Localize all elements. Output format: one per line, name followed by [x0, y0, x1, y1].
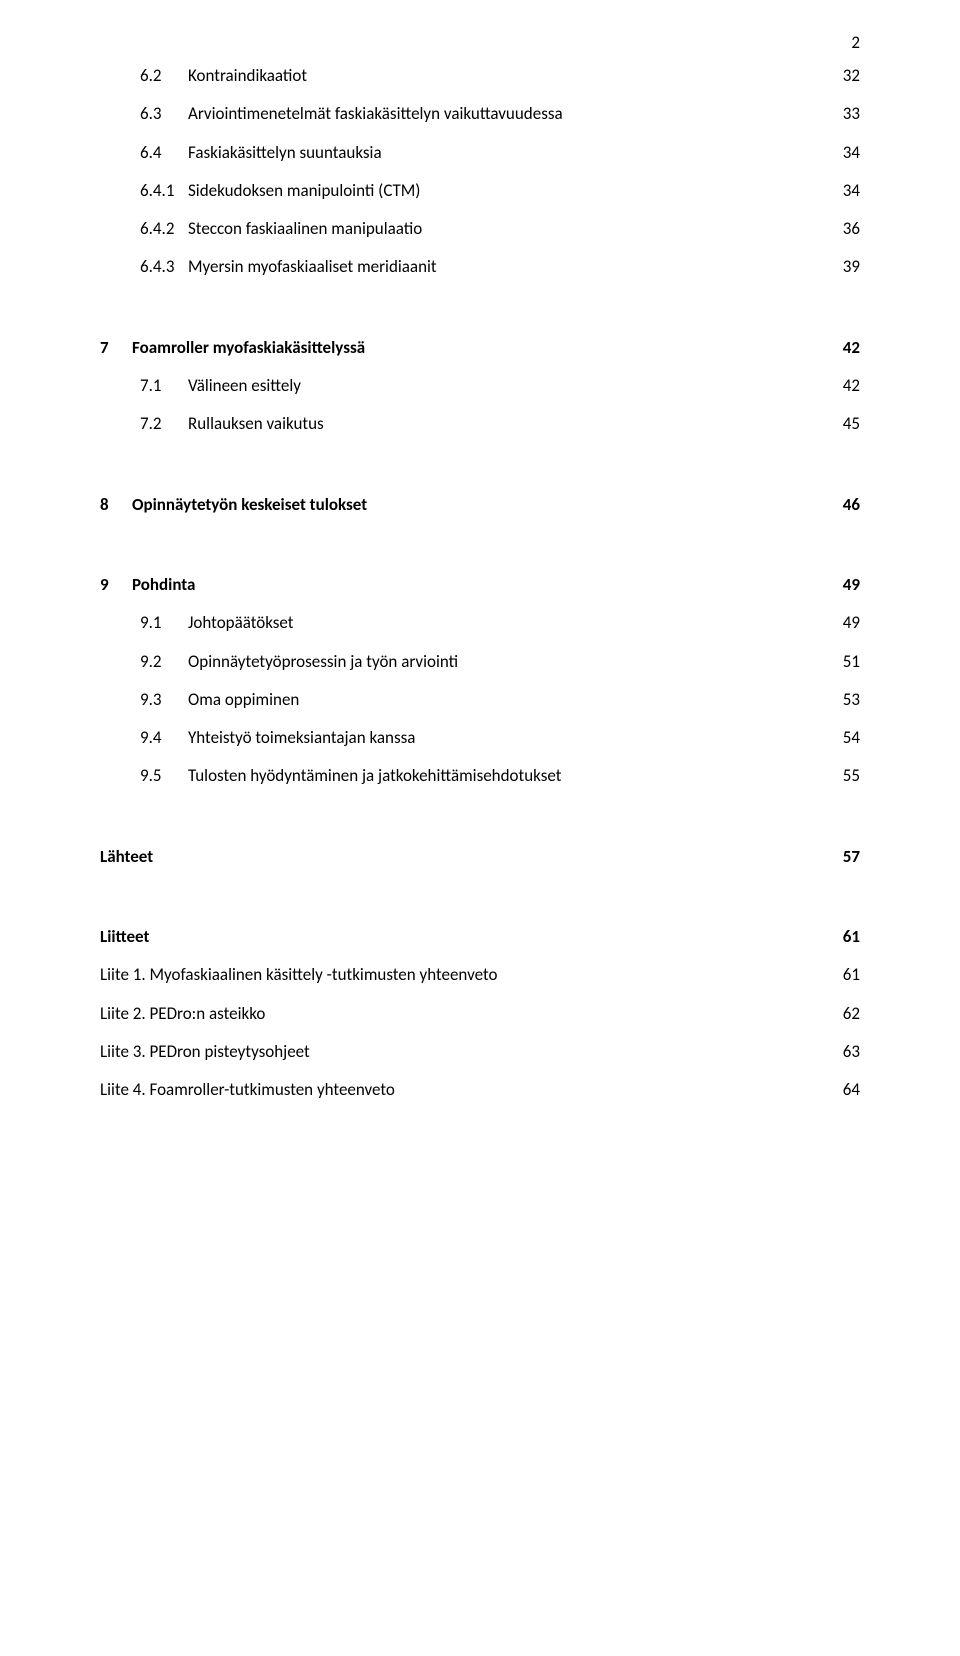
toc-entry-title: Foamroller myofaskiakäsittelyssä — [132, 332, 365, 364]
toc-entry-page: 33 — [843, 98, 860, 130]
toc-entry-page: 34 — [843, 137, 860, 169]
toc-entry-title: Liite 2. PEDro:n asteikko — [100, 998, 265, 1030]
toc-entry-title: Lähteet — [100, 841, 153, 873]
toc-entry-number: 6.4.1 — [140, 175, 188, 207]
toc-entry-title: Steccon faskiaalinen manipulaatio — [188, 213, 422, 245]
toc-entry-title: Välineen esittely — [188, 370, 301, 402]
toc-entry-page: 63 — [843, 1036, 860, 1068]
toc-entry-page: 51 — [843, 646, 860, 678]
page-number: 2 — [851, 32, 860, 53]
toc-entry-title: Myersin myofaskiaaliset meridiaanit — [188, 251, 437, 283]
toc-entry: 7.1Välineen esittely 42 — [100, 370, 860, 402]
toc-entry-number: 6.4.3 — [140, 251, 188, 283]
toc-entry-page: 39 — [843, 251, 860, 283]
toc-entry-title: Liitteet — [100, 921, 149, 953]
toc-entry-page: 61 — [843, 921, 860, 953]
toc-entry-page: 42 — [843, 370, 860, 402]
toc-entry-page: 32 — [843, 60, 860, 92]
toc-entry: 9.2Opinnäytetyöprosessin ja työn arvioin… — [100, 646, 860, 678]
toc-entry-number: 6.3 — [140, 98, 188, 130]
toc-entry-title: Yhteistyö toimeksiantajan kanssa — [188, 722, 415, 754]
toc-entry-page: 64 — [843, 1074, 860, 1106]
toc-entry: 9.3Oma oppiminen 53 — [100, 684, 860, 716]
toc-entry-number: 9.5 — [140, 760, 188, 792]
toc-entry-title: Liite 3. PEDron pisteytysohjeet — [100, 1036, 310, 1068]
document-page: 2 6.2Kontraindikaatiot 32 6.3Arviointimene… — [0, 0, 960, 1656]
toc-entry: Lähteet 57 — [100, 841, 860, 873]
toc-entry-title: Johtopäätökset — [188, 607, 294, 639]
toc-entry-title: Pohdinta — [132, 569, 195, 601]
toc-entry-title: Faskiakäsittelyn suuntauksia — [188, 137, 382, 169]
toc-entry-title: Oma oppiminen — [188, 684, 299, 716]
toc-entry: 6.3Arviointimenetelmät faskiakäsittelyn … — [100, 98, 860, 130]
toc-entry-title: Sidekudoksen manipulointi (CTM) — [188, 175, 420, 207]
toc-entry-page: 54 — [843, 722, 860, 754]
toc-entry-number: 6.2 — [140, 60, 188, 92]
toc-entry: Liite 1. Myofaskiaalinen käsittely -tutk… — [100, 959, 860, 991]
toc-entry-number: 9.1 — [140, 607, 188, 639]
toc-entry-page: 57 — [843, 841, 860, 873]
toc-entry-number: 9.2 — [140, 646, 188, 678]
toc-entry-page: 55 — [843, 760, 860, 792]
toc-entry: 7.2Rullauksen vaikutus 45 — [100, 408, 860, 440]
toc-entry-number: 9.3 — [140, 684, 188, 716]
toc-entry-page: 36 — [843, 213, 860, 245]
toc-entry-page: 53 — [843, 684, 860, 716]
toc-entry-title: Liite 1. Myofaskiaalinen käsittely -tutk… — [100, 959, 497, 991]
toc-entry-number: 7.2 — [140, 408, 188, 440]
toc-entry-number: 6.4 — [140, 137, 188, 169]
toc-entry-page: 45 — [843, 408, 860, 440]
toc-entry-page: 49 — [843, 607, 860, 639]
toc-entry-page: 49 — [843, 569, 860, 601]
toc-entry: 6.4.2Steccon faskiaalinen manipulaatio 36 — [100, 213, 860, 245]
toc-entry-title: Liite 4. Foamroller-tutkimusten yhteenve… — [100, 1074, 395, 1106]
toc-entry-page: 62 — [843, 998, 860, 1030]
toc-entry: Liitteet 61 — [100, 921, 860, 953]
toc-entry-title: Opinnäytetyön keskeiset tulokset — [132, 489, 367, 521]
toc-entry-number: 6.4.2 — [140, 213, 188, 245]
toc-entry: 6.4.1Sidekudoksen manipulointi (CTM) 34 — [100, 175, 860, 207]
toc-entry-number: 9 — [100, 569, 132, 601]
toc-entry-number: 8 — [100, 489, 132, 521]
toc-entry-page: 34 — [843, 175, 860, 207]
toc-entry: 6.2Kontraindikaatiot 32 — [100, 60, 860, 92]
toc-entry-title: Arviointimenetelmät faskiakäsittelyn vai… — [188, 98, 563, 130]
toc-entry: 7Foamroller myofaskiakäsittelyssä 42 — [100, 332, 860, 364]
toc-entry-title: Opinnäytetyöprosessin ja työn arviointi — [188, 646, 458, 678]
toc-entry-number: 7.1 — [140, 370, 188, 402]
toc-entry-page: 46 — [843, 489, 860, 521]
toc-entry: Liite 2. PEDro:n asteikko 62 — [100, 998, 860, 1030]
toc-entry: 9.5Tulosten hyödyntäminen ja jatkokehitt… — [100, 760, 860, 792]
toc-entry-page: 61 — [843, 959, 860, 991]
toc-entry: Liite 4. Foamroller-tutkimusten yhteenve… — [100, 1074, 860, 1106]
toc-entry: Liite 3. PEDron pisteytysohjeet 63 — [100, 1036, 860, 1068]
toc-entry-number: 9.4 — [140, 722, 188, 754]
toc-entry: 8Opinnäytetyön keskeiset tulokset 46 — [100, 489, 860, 521]
toc-entry-title: Rullauksen vaikutus — [188, 408, 324, 440]
toc-entry: 6.4Faskiakäsittelyn suuntauksia 34 — [100, 137, 860, 169]
toc-entry-title: Tulosten hyödyntäminen ja jatkokehittämi… — [188, 760, 561, 792]
toc-entry-number: 7 — [100, 332, 132, 364]
toc-entry: 9Pohdinta 49 — [100, 569, 860, 601]
toc-entry: 9.1Johtopäätökset 49 — [100, 607, 860, 639]
toc-entry: 6.4.3Myersin myofaskiaaliset meridiaanit… — [100, 251, 860, 283]
toc-entry: 9.4Yhteistyö toimeksiantajan kanssa 54 — [100, 722, 860, 754]
table-of-contents: 6.2Kontraindikaatiot 32 6.3Arviointimenete… — [100, 60, 860, 1107]
toc-entry-title: Kontraindikaatiot — [188, 60, 307, 92]
toc-entry-page: 42 — [843, 332, 860, 364]
